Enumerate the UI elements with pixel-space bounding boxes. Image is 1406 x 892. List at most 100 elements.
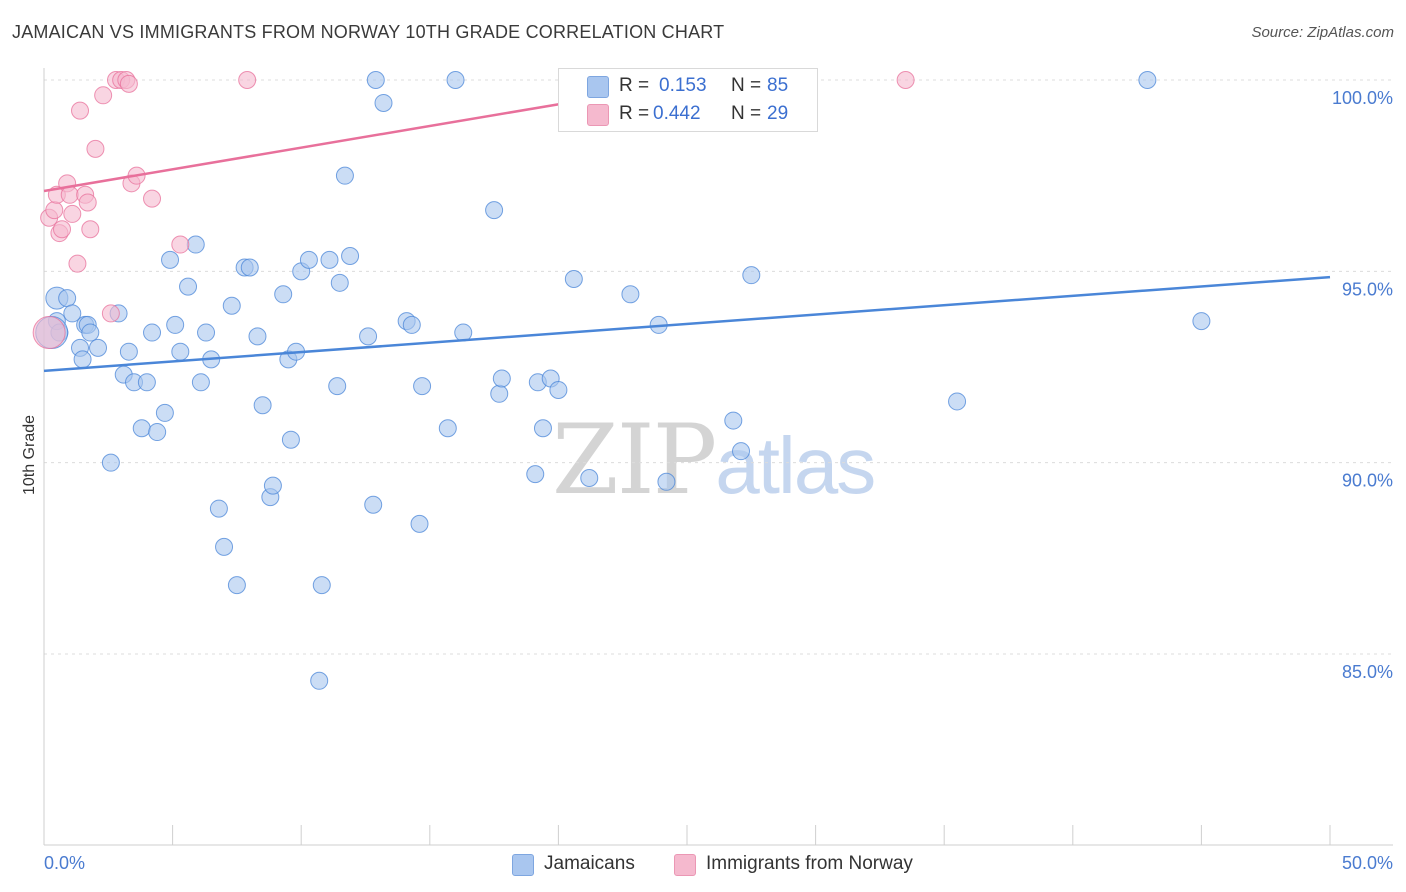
stats-row-norway: R = 0.442 N = 29 xyxy=(559,99,817,129)
data-points xyxy=(32,71,1211,690)
point-jamaicans xyxy=(549,380,568,399)
legend-label-norway: Immigrants from Norway xyxy=(706,853,913,874)
point-jamaicans xyxy=(263,476,282,495)
swatch-jamaicans xyxy=(587,76,609,98)
point-jamaicans xyxy=(328,377,347,396)
point-jamaicans xyxy=(724,411,743,430)
point-norway xyxy=(171,235,190,254)
y-tick-label: 95.0% xyxy=(1342,279,1393,299)
point-jamaicans xyxy=(171,342,190,361)
point-jamaicans xyxy=(742,266,761,285)
y-tick-label: 85.0% xyxy=(1342,662,1393,682)
axes xyxy=(43,68,1393,846)
point-jamaicans xyxy=(179,277,198,296)
point-jamaicans xyxy=(657,472,676,491)
series-legend: Jamaicans Immigrants from Norway xyxy=(0,851,1406,877)
point-jamaicans xyxy=(186,235,205,254)
point-norway xyxy=(45,201,64,220)
point-jamaicans xyxy=(191,373,210,392)
legend-swatch-norway xyxy=(674,854,696,876)
trend-line-jamaicans xyxy=(43,275,1331,373)
n-value: 29 xyxy=(767,103,789,124)
point-jamaicans xyxy=(274,285,293,304)
point-jamaicans xyxy=(410,514,429,533)
y-tick-label: 100.0% xyxy=(1332,88,1393,108)
point-norway xyxy=(101,304,120,323)
point-norway xyxy=(63,204,82,223)
n-label: N = xyxy=(731,75,762,96)
point-norway xyxy=(53,220,72,239)
point-jamaicans xyxy=(492,369,511,388)
point-jamaicans xyxy=(1192,312,1211,331)
point-jamaicans xyxy=(119,342,138,361)
point-jamaicans xyxy=(148,423,167,442)
r-value: 0.442 xyxy=(653,103,701,124)
point-jamaicans xyxy=(227,576,246,595)
point-norway xyxy=(119,74,138,93)
point-jamaicans xyxy=(312,576,331,595)
point-jamaicans xyxy=(454,323,473,342)
n-value: 85 xyxy=(767,75,789,96)
point-jamaicans xyxy=(320,250,339,269)
point-jamaicans xyxy=(132,419,151,438)
point-jamaicans xyxy=(335,166,354,185)
point-jamaicans xyxy=(161,250,180,269)
point-jamaicans xyxy=(330,273,349,292)
point-jamaicans xyxy=(240,258,259,277)
point-jamaicans xyxy=(222,296,241,315)
point-norway xyxy=(81,220,100,239)
y-tick-label: 90.0% xyxy=(1342,471,1393,491)
stats-row-jamaicans: R = 0.153 N = 85 xyxy=(559,71,817,101)
point-jamaicans xyxy=(310,671,329,690)
point-jamaicans xyxy=(341,247,360,266)
point-jamaicans xyxy=(197,323,216,342)
point-jamaicans xyxy=(209,499,228,518)
point-norway xyxy=(86,139,105,158)
point-jamaicans xyxy=(374,93,393,112)
point-jamaicans xyxy=(58,289,77,308)
swatch-norway xyxy=(587,104,609,126)
watermark-zip: ZIP xyxy=(552,404,717,516)
gridlines xyxy=(44,79,1393,655)
point-jamaicans xyxy=(137,373,156,392)
watermark: ZIPatlas xyxy=(552,404,876,516)
point-jamaicans xyxy=(81,323,100,342)
point-jamaicans xyxy=(281,430,300,449)
point-jamaicans xyxy=(143,323,162,342)
point-norway xyxy=(78,193,97,212)
point-jamaicans xyxy=(413,377,432,396)
point-jamaicans xyxy=(526,465,545,484)
point-norway xyxy=(68,254,87,273)
point-jamaicans xyxy=(948,392,967,411)
point-norway xyxy=(71,101,90,120)
point-jamaicans xyxy=(366,71,385,89)
point-norway xyxy=(94,86,113,105)
legend-label-jamaicans: Jamaicans xyxy=(544,853,635,874)
point-jamaicans xyxy=(621,285,640,304)
point-jamaicans xyxy=(215,537,234,556)
legend-swatch-jamaicans xyxy=(512,854,534,876)
source-label: Source: ZipAtlas.com xyxy=(1251,24,1394,41)
point-jamaicans xyxy=(73,350,92,369)
point-jamaicans xyxy=(89,338,108,357)
point-jamaicans xyxy=(402,315,421,334)
x-tick-label: 50.0% xyxy=(1342,853,1393,873)
point-jamaicans xyxy=(364,495,383,514)
y-axis-title: 10th Grade xyxy=(21,415,38,495)
chart-title: JAMAICAN VS IMMIGRANTS FROM NORWAY 10TH … xyxy=(12,22,725,42)
point-jamaicans xyxy=(299,250,318,269)
point-jamaicans xyxy=(1138,71,1157,89)
point-jamaicans xyxy=(166,315,185,334)
point-norway xyxy=(143,189,162,208)
point-jamaicans xyxy=(63,304,82,323)
watermark-atlas: atlas xyxy=(715,421,876,510)
x-tick-label: 0.0% xyxy=(44,853,85,873)
point-jamaicans xyxy=(533,419,552,438)
stats-legend: R = 0.153 N = 85 R = 0.442 N = 29 xyxy=(558,68,818,132)
point-jamaicans xyxy=(438,419,457,438)
point-jamaicans xyxy=(485,201,504,220)
r-value: 0.153 xyxy=(659,75,707,96)
r-label: R = xyxy=(619,103,650,124)
point-jamaicans xyxy=(490,384,509,403)
